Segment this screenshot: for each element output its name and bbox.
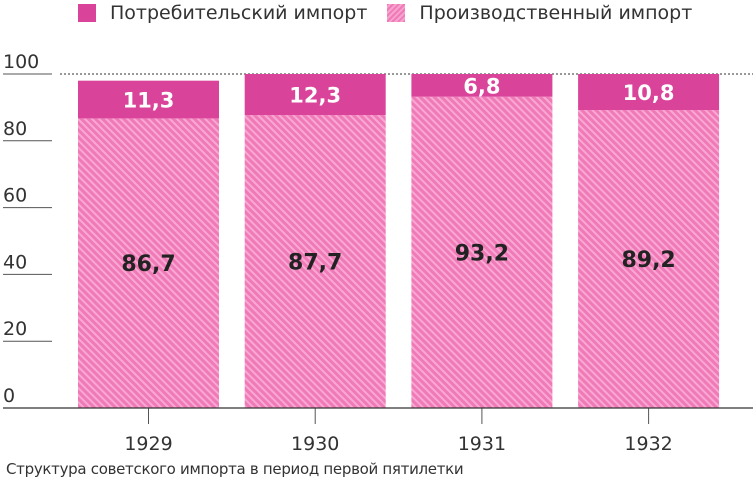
bar-consumer-1932	[578, 74, 720, 111]
data-label-production: 87,7	[288, 251, 342, 276]
bar-production-1929	[78, 118, 219, 408]
bar-consumer-1930	[244, 74, 386, 116]
legend-swatch-consumer	[78, 4, 96, 22]
y-tick-label: 40	[3, 251, 27, 273]
data-label-production: 86,7	[121, 252, 175, 277]
x-tick-label: 1932	[624, 433, 672, 455]
bar-consumer-1929	[78, 80, 219, 119]
data-label-consumer: 10,8	[623, 81, 675, 105]
data-label-consumer: 6,8	[463, 74, 500, 98]
bar-production-1932	[578, 110, 720, 409]
y-tick-label: 100	[3, 51, 39, 73]
bar-production-1930	[244, 115, 386, 408]
x-tick-label: 1931	[458, 433, 506, 455]
x-tick-label: 1929	[124, 433, 172, 455]
legend-label-consumer: Потребительский импорт	[110, 2, 368, 24]
y-tick-label: 0	[3, 385, 15, 407]
bar-consumer-1931	[411, 74, 553, 97]
data-label-consumer: 12,3	[289, 84, 341, 108]
data-label-consumer: 11,3	[123, 89, 175, 113]
data-label-production: 89,2	[621, 248, 675, 273]
legend: Потребительский импорт Производственный …	[78, 2, 692, 24]
chart-caption: Структура советского импорта в период пе…	[6, 460, 464, 478]
legend-swatch-production	[387, 4, 406, 22]
y-tick-label: 80	[3, 118, 27, 140]
y-tick-label: 60	[3, 185, 27, 207]
legend-item-consumer: Потребительский импорт	[78, 2, 367, 24]
x-tick-label: 1930	[291, 433, 339, 455]
bar-production-1931	[411, 96, 553, 408]
legend-label-production: Производственный импорт	[419, 2, 693, 24]
data-label-production: 93,2	[455, 241, 509, 266]
y-tick-label: 20	[3, 318, 27, 340]
legend-item-production: Производственный импорт	[387, 2, 692, 24]
